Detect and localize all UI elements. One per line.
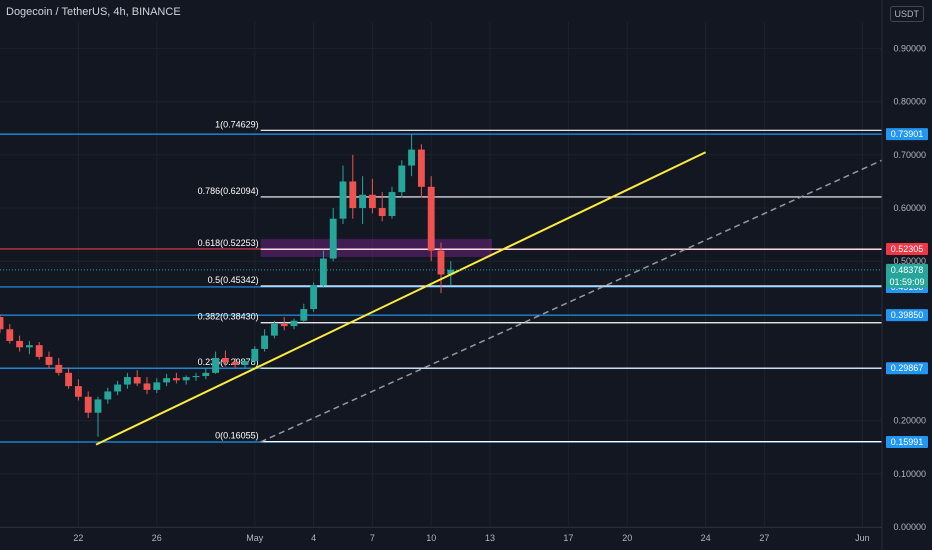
x-tick-label: 4 [311, 533, 316, 543]
candle-body [84, 396, 92, 413]
candle-body [133, 377, 141, 384]
fib-level-label: 0.618(0.52253) [198, 238, 259, 248]
candle-body [0, 317, 4, 330]
candle-body [368, 194, 376, 209]
candle-body [123, 377, 131, 385]
x-tick-label: 13 [485, 533, 495, 543]
x-tick-label: 10 [426, 533, 436, 543]
chart-grid [0, 22, 882, 528]
candle-body [270, 323, 278, 336]
x-tick-label: 20 [622, 533, 632, 543]
price-tag-bg [886, 362, 928, 375]
candle-body [153, 382, 161, 390]
candle-body [6, 329, 14, 341]
projection-dashed-line [260, 159, 883, 443]
candle-body [378, 208, 386, 217]
candle-body [359, 194, 367, 209]
x-tick-label: 27 [759, 533, 769, 543]
candle-body [280, 323, 288, 327]
candle-body [447, 269, 455, 275]
candlestick-series [0, 133, 455, 437]
candle-body [104, 391, 112, 400]
zone-rect [260, 238, 492, 257]
x-tick-label: 26 [152, 533, 162, 543]
candle-body [163, 378, 171, 383]
candle-body [143, 383, 151, 390]
fib-level-label: 0.786(0.62094) [198, 186, 259, 196]
price-tag-bg [886, 242, 928, 255]
candle-body [251, 348, 259, 362]
candle-body [300, 309, 308, 321]
candle-body [74, 386, 82, 397]
x-tick-label: 17 [563, 533, 573, 543]
yellow-trend-line [95, 151, 707, 446]
x-tick-label: 24 [701, 533, 711, 543]
fib-level-label: 1(0.74629) [215, 119, 259, 129]
price-tag: 0.39850 [891, 310, 924, 320]
candle-body [417, 149, 425, 187]
price-tag-bg [886, 128, 928, 141]
candle-body [427, 186, 435, 251]
y-tick-label: 0.80000 [893, 97, 926, 107]
y-tick-label: 0.10000 [893, 469, 926, 479]
candle-body [192, 376, 200, 378]
candle-body [182, 377, 190, 381]
y-tick-label: 0.00000 [893, 522, 926, 532]
candle-countdown: 01:59:09 [889, 277, 924, 287]
candle-body [261, 335, 269, 349]
y-tick-label: 0.90000 [893, 44, 926, 54]
candle-body [35, 345, 43, 357]
y-tick-label: 0.60000 [893, 203, 926, 213]
candle-body [408, 149, 416, 166]
current-price-tag-bg [886, 263, 928, 288]
candle-body [398, 165, 406, 193]
candle-body [339, 181, 347, 219]
candle-body [231, 362, 239, 365]
candle-body [241, 361, 249, 365]
candle-body [319, 258, 327, 286]
x-tick-label: 7 [370, 533, 375, 543]
price-tag: 0.15991 [891, 437, 924, 447]
currency-badge[interactable]: USDT [889, 6, 924, 22]
y-tick-label: 0.50000 [893, 256, 926, 266]
candle-body [25, 345, 33, 348]
x-tick-label: May [246, 533, 264, 543]
candle-body [437, 250, 445, 275]
candle-body [172, 378, 180, 381]
candle-body [202, 372, 210, 377]
fib-level-label: 0.5(0.45342) [208, 275, 259, 285]
resistance-zone [260, 238, 492, 257]
candle-body [65, 372, 73, 387]
candle-body [94, 399, 102, 413]
candle-body [310, 285, 318, 310]
candle-body [16, 340, 24, 348]
price-tag-bg [886, 435, 928, 448]
x-tick-label: 22 [73, 533, 83, 543]
price-tag: 0.29867 [891, 363, 924, 373]
price-labels: 0.739010.523050.451580.398500.298670.159… [0, 128, 928, 448]
fib-level-label: 0(0.16055) [215, 431, 259, 441]
y-tick-label: 0.70000 [893, 150, 926, 160]
chart-title: Dogecoin / TetherUS, 4h, BINANCE [6, 6, 181, 18]
candle-body [55, 364, 63, 373]
candle-body [114, 384, 122, 392]
price-tag: 0.52305 [891, 244, 924, 254]
candle-body [290, 320, 298, 327]
fib-level-label: 0.382(0.38430) [198, 312, 259, 322]
current-price-tag: 0.48378 [891, 265, 924, 275]
x-tick-label: Jun [855, 533, 870, 543]
candle-body [329, 218, 337, 259]
trend-lines [95, 151, 883, 446]
y-tick-label: 0.20000 [893, 416, 926, 426]
candle-body [388, 192, 396, 217]
candle-body [45, 356, 53, 365]
candle-body [221, 357, 229, 363]
candle-body [349, 181, 357, 209]
price-tag-bg [886, 309, 928, 322]
price-tag: 0.73901 [891, 129, 924, 139]
candle-body [212, 357, 220, 373]
